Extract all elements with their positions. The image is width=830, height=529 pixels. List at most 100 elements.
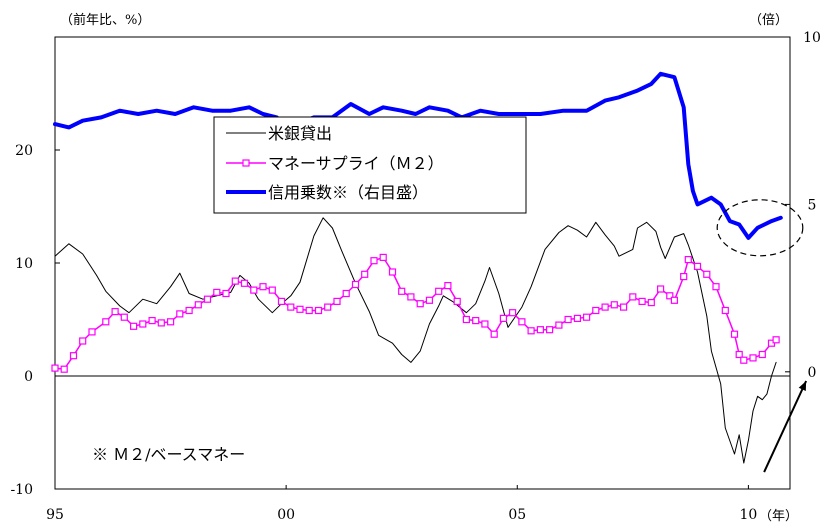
series-point — [185, 306, 193, 315]
y-left-tick-label: 20 — [15, 143, 33, 159]
series-point — [601, 303, 609, 311]
y-right-tick-label: 0 — [808, 365, 817, 381]
series-point — [656, 285, 665, 293]
series-point — [545, 326, 554, 334]
series-point — [670, 296, 679, 304]
series-2 — [53, 71, 783, 240]
legend-label-multiplier: 信用乗数※（右目盛） — [268, 183, 428, 202]
series-point — [333, 297, 341, 305]
series-point — [231, 277, 239, 285]
series-point — [69, 352, 78, 360]
series-1 — [51, 253, 780, 373]
series-point — [638, 297, 646, 305]
series-point — [240, 279, 249, 287]
series-point — [296, 305, 304, 313]
series-point — [79, 337, 87, 345]
series-line — [54, 256, 777, 370]
series-point — [407, 293, 415, 301]
series-point — [435, 287, 443, 295]
series-point — [564, 315, 572, 324]
series-point — [499, 314, 507, 322]
series-point — [259, 283, 267, 291]
footnote: ※ Ｍ２/ベースマネー — [92, 445, 245, 464]
series-point — [490, 330, 498, 338]
series-point — [758, 350, 766, 359]
series-point — [684, 256, 692, 264]
series-point — [88, 328, 96, 336]
series-point — [287, 303, 295, 311]
series-point — [592, 306, 600, 315]
series-point — [735, 350, 743, 359]
series-point — [370, 257, 378, 265]
series-point — [130, 322, 138, 330]
series-point — [120, 313, 128, 321]
series-point — [749, 354, 757, 362]
series-point — [772, 336, 780, 344]
series-point — [703, 270, 711, 278]
legend-label-m2: マネーサプライ（Ｍ２） — [268, 154, 444, 173]
series-line — [53, 71, 783, 240]
series-point — [222, 289, 230, 298]
legend-marker-m2 — [242, 159, 250, 167]
series-point — [379, 253, 387, 261]
x-tick-label: 95 — [46, 507, 64, 523]
series-point — [398, 287, 406, 295]
legend: 米銀貸出 マネーサプライ（Ｍ２） 信用乗数※（右目盛） — [213, 116, 527, 214]
series-point — [388, 268, 397, 276]
dashed-ellipse — [716, 199, 804, 257]
series-point — [157, 319, 165, 327]
series-point — [472, 317, 480, 325]
legend-label-loans: 米銀貸出 — [268, 124, 332, 143]
right-axis-unit-label: （倍） — [749, 13, 788, 28]
series-point — [619, 303, 628, 311]
plot-frame — [54, 36, 791, 490]
series-point — [351, 280, 360, 289]
x-axis-unit-label: （年） — [759, 509, 798, 524]
arrow-head — [798, 381, 807, 391]
series-point — [342, 289, 350, 298]
x-tick-label: 10 — [739, 507, 757, 523]
annotation-layer — [716, 199, 808, 473]
series-point — [573, 314, 582, 322]
series-point — [60, 365, 68, 373]
series-point — [481, 320, 489, 328]
series-point — [582, 313, 591, 321]
y-left-tick-label: 10 — [15, 256, 33, 272]
series-point — [416, 300, 424, 308]
y-left-tick-label: -10 — [10, 482, 33, 498]
arrow-shaft — [763, 380, 808, 473]
left-axis-unit-label: （前年比、%） — [60, 12, 150, 28]
series-point — [730, 330, 739, 338]
series-point — [453, 297, 461, 305]
x-tick-label: 05 — [508, 507, 526, 523]
series-point — [666, 292, 674, 300]
series-point — [148, 317, 156, 325]
series-point — [647, 299, 655, 307]
series-point — [361, 270, 369, 278]
series-point — [444, 282, 452, 290]
y-right-tick-label: 5 — [808, 197, 817, 213]
series-point — [324, 303, 332, 311]
series-point — [111, 308, 119, 316]
series-point — [693, 262, 702, 270]
series-point — [176, 310, 184, 318]
series-point — [250, 286, 258, 294]
series-point — [268, 286, 276, 294]
series-point — [51, 364, 59, 372]
series-point — [712, 283, 720, 291]
y-left-tick-label: 0 — [24, 369, 33, 385]
series-point — [194, 301, 202, 309]
series-point — [305, 306, 313, 315]
series-point — [740, 356, 748, 364]
series-point — [555, 321, 563, 329]
series-point — [680, 273, 688, 281]
series-line — [54, 217, 777, 464]
series-point — [167, 318, 175, 326]
series-point — [610, 301, 618, 309]
series-point — [425, 296, 433, 304]
series-point — [102, 318, 110, 326]
series-point — [509, 309, 517, 317]
series-point — [314, 306, 323, 315]
